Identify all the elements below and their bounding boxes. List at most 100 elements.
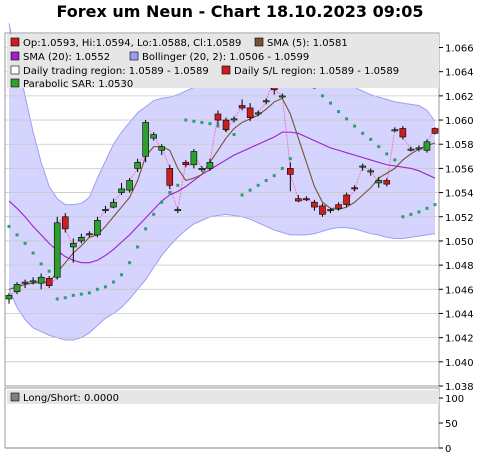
sar-point xyxy=(232,133,236,137)
sar-point xyxy=(55,297,59,301)
sar-point xyxy=(256,183,260,187)
sar-point xyxy=(152,212,156,216)
y-tick-label: 1.064 xyxy=(445,68,474,79)
ls-y-tick-label: 50 xyxy=(445,419,458,430)
sar-point xyxy=(272,174,276,178)
daily-region-label: Daily trading region: 1.0589 - 1.0589 xyxy=(23,66,209,77)
close-link xyxy=(105,206,114,210)
y-tick-label: 1.046 xyxy=(445,285,474,296)
sma5-swatch xyxy=(254,37,264,47)
close-link xyxy=(8,291,18,296)
sar-point xyxy=(377,145,381,149)
sar-point xyxy=(425,206,429,210)
y-tick-label: 1.048 xyxy=(445,261,474,272)
candle-body xyxy=(415,147,423,150)
sar-point xyxy=(264,178,268,182)
candle-body xyxy=(431,128,439,134)
candle-body xyxy=(319,205,326,215)
candle-body xyxy=(61,216,69,230)
sar-point xyxy=(240,193,244,197)
sar-point xyxy=(63,296,67,300)
y-tick-label: 1.050 xyxy=(445,237,474,248)
candle-body xyxy=(254,112,262,115)
sma20-label: SMA (20): 1.0552 xyxy=(23,52,110,63)
sar-point xyxy=(385,152,389,156)
sar-point xyxy=(329,101,333,105)
price-axis: 1.066 1.064 1.062 1.060 1.058 1.056 1.054 1.052… xyxy=(439,44,474,393)
candle-body xyxy=(102,209,109,212)
sma5-label: SMA (5): 1.0581 xyxy=(267,38,348,49)
candle-body xyxy=(375,180,383,184)
sar-point xyxy=(409,212,413,216)
close-link xyxy=(225,119,235,130)
candle-body xyxy=(29,280,37,283)
y-tick-label: 1.062 xyxy=(445,92,474,103)
sar-point xyxy=(87,291,91,295)
candle-body xyxy=(351,187,358,190)
sar-point xyxy=(433,203,437,207)
close-link xyxy=(257,101,267,114)
candle-body xyxy=(407,148,415,151)
sar-point xyxy=(176,183,180,187)
legend: Op:1.0593, Hi:1.0594, Lo:1.0588, Cl:1.05… xyxy=(7,34,439,90)
price-panel xyxy=(4,23,440,387)
candle-body xyxy=(246,107,254,118)
sar-point xyxy=(79,292,83,296)
longshort-axis: 100 50 0 xyxy=(6,394,464,455)
candle-body xyxy=(238,105,246,109)
candle-body xyxy=(86,233,93,236)
bollinger-label: Bollinger (20, 2): 1.0506 - 1.0599 xyxy=(142,52,309,63)
candle-body xyxy=(118,188,125,193)
candle-body xyxy=(134,162,141,169)
sar-point xyxy=(248,188,252,192)
sar-point xyxy=(393,158,397,162)
sar-point xyxy=(31,251,35,255)
candle-body xyxy=(5,295,13,300)
candle-body xyxy=(214,113,222,121)
candle-body xyxy=(343,194,350,205)
bollinger-band xyxy=(9,23,435,341)
daily-sl-label: Daily S/L region: 1.0589 - 1.0589 xyxy=(234,66,399,77)
y-tick-label: 1.052 xyxy=(445,213,474,224)
sma5-line xyxy=(8,97,436,290)
sar-point xyxy=(288,157,292,161)
sar-point xyxy=(184,118,188,122)
sar-point xyxy=(7,224,11,228)
candle-body xyxy=(182,162,190,166)
candle-body xyxy=(174,209,182,212)
candle-body xyxy=(13,284,21,293)
sar-point xyxy=(337,110,341,114)
close-link xyxy=(273,89,283,97)
bollinger-swatch xyxy=(129,51,139,61)
candle-body xyxy=(110,201,117,208)
candle-body xyxy=(367,170,374,173)
sar-point xyxy=(345,117,349,121)
bollinger-lower-line xyxy=(8,213,436,341)
candle-body xyxy=(166,168,174,186)
candle-body xyxy=(295,198,302,202)
sar-point xyxy=(23,241,27,245)
y-tick-label: 1.058 xyxy=(445,140,474,151)
candle-body xyxy=(94,220,101,236)
candle-body xyxy=(21,281,29,284)
y-tick-label: 1.038 xyxy=(445,382,474,393)
candle-body xyxy=(278,95,286,98)
close-link xyxy=(402,136,412,150)
candle-body xyxy=(142,122,149,157)
sar-point xyxy=(208,122,212,126)
candle-body xyxy=(287,168,294,175)
candle-body xyxy=(45,278,53,286)
page-title: Forex um Neun - Chart 18.10.2023 09:05 xyxy=(56,2,424,21)
sar-point xyxy=(39,262,43,266)
close-link xyxy=(81,234,90,238)
sar-point xyxy=(192,119,196,123)
candle-body xyxy=(70,243,77,248)
sar-point xyxy=(128,261,132,265)
candle-body xyxy=(327,209,334,212)
sar-point xyxy=(111,280,115,284)
sar-swatch xyxy=(10,78,20,88)
candle-body xyxy=(335,204,342,209)
candle-body xyxy=(383,180,391,185)
sar-point xyxy=(280,166,284,170)
candle-body xyxy=(311,201,318,208)
